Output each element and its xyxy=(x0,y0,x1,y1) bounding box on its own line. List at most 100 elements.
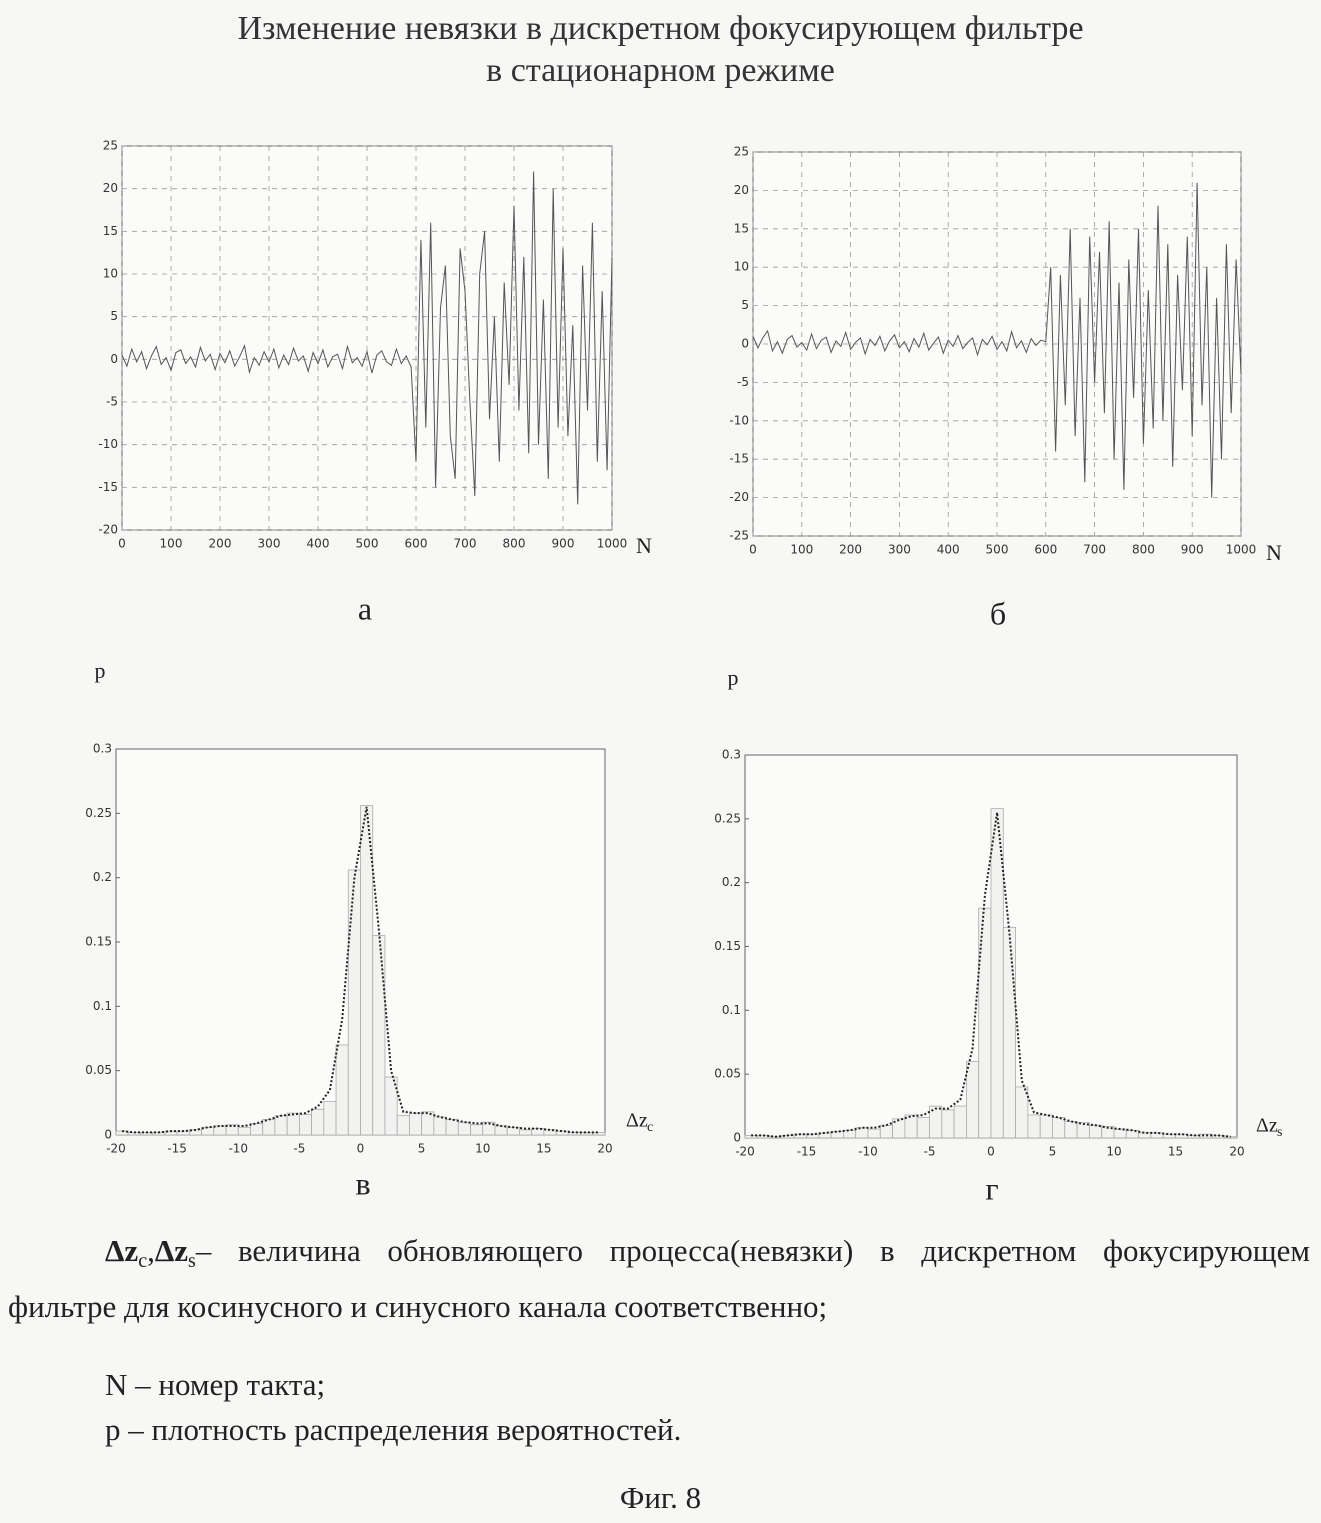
x-tick-label: 100 xyxy=(160,537,183,551)
x-axis-label-sub: s xyxy=(1277,1125,1282,1140)
histogram-bar xyxy=(361,806,373,1135)
subscript: s xyxy=(188,1250,196,1272)
definition-part: Δzs xyxy=(155,1233,196,1268)
x-axis-label: Δz xyxy=(1256,1115,1278,1137)
definition-part: Δzc xyxy=(105,1233,147,1268)
y-tick-label: -5 xyxy=(737,375,749,389)
y-tick-label: 0 xyxy=(104,1128,112,1142)
x-tick-label: 5 xyxy=(1049,1145,1057,1159)
chart: -20-15-10-505101520250100200300400500600… xyxy=(98,139,652,627)
x-tick-label: 15 xyxy=(1168,1145,1183,1159)
histogram-bar xyxy=(373,936,385,1135)
histogram-bar xyxy=(843,1130,855,1138)
histogram-bar xyxy=(930,1106,942,1138)
histogram-bar xyxy=(868,1129,880,1138)
y-tick-label: 25 xyxy=(103,139,118,153)
x-tick-label: 500 xyxy=(356,537,379,551)
y-tick-label: 0.1 xyxy=(722,1003,741,1017)
y-axis-label: p xyxy=(95,658,106,683)
y-tick-label: 20 xyxy=(734,183,749,197)
y-tick-label: 0 xyxy=(733,1131,741,1145)
histogram-bar xyxy=(544,1130,556,1135)
y-tick-label: 0.05 xyxy=(85,1063,112,1077)
histogram-bar xyxy=(1126,1130,1138,1138)
x-tick-label: 5 xyxy=(418,1142,426,1156)
x-tick-label: -15 xyxy=(167,1142,187,1156)
chart: -25-20-15-10-505101520250100200300400500… xyxy=(729,145,1282,632)
x-tick-label: 900 xyxy=(1181,543,1204,557)
histogram-bar xyxy=(581,1132,593,1135)
histogram-bar xyxy=(856,1128,868,1138)
y-tick-label: 0.2 xyxy=(93,870,112,884)
y-tick-label: 0 xyxy=(110,352,118,366)
x-tick-label: -10 xyxy=(858,1145,878,1159)
x-tick-label: 1000 xyxy=(1226,543,1257,557)
histogram-bar xyxy=(593,1132,605,1135)
histogram-bar xyxy=(434,1117,446,1135)
y-tick-label: 10 xyxy=(103,267,118,281)
x-tick-label: 300 xyxy=(258,537,281,551)
definition-part: , xyxy=(147,1233,155,1268)
x-axis-label: Δz xyxy=(626,1110,648,1132)
histogram-bar xyxy=(1065,1121,1077,1138)
histogram-bar xyxy=(226,1125,238,1135)
y-tick-label: 0.25 xyxy=(85,806,112,820)
y-tick-label: 15 xyxy=(734,221,749,235)
x-tick-label: 20 xyxy=(1229,1145,1244,1159)
x-tick-label: 10 xyxy=(1106,1145,1121,1159)
y-tick-label: 15 xyxy=(103,224,118,238)
x-tick-label: 800 xyxy=(1132,543,1155,557)
x-tick-label: -10 xyxy=(228,1142,248,1156)
y-axis-label: p xyxy=(728,665,739,690)
histogram-bar xyxy=(471,1125,483,1135)
y-tick-label: 5 xyxy=(741,298,749,312)
y-tick-label: 0.25 xyxy=(714,811,741,825)
histogram-bar xyxy=(385,1077,397,1135)
y-tick-label: -20 xyxy=(98,523,118,537)
y-tick-label: -10 xyxy=(98,437,118,451)
histogram-bar xyxy=(942,1110,954,1138)
y-tick-label: 10 xyxy=(734,260,749,274)
y-tick-label: 0.1 xyxy=(93,999,112,1013)
y-tick-label: 0.3 xyxy=(722,748,741,762)
x-tick-label: -15 xyxy=(797,1145,817,1159)
panel-label: г xyxy=(985,1170,998,1206)
histogram-bar xyxy=(287,1113,299,1135)
x-tick-label: -5 xyxy=(293,1142,305,1156)
histogram-bar xyxy=(324,1102,336,1135)
histogram-bar xyxy=(312,1109,324,1135)
x-tick-label: -20 xyxy=(735,1145,755,1159)
x-tick-label: 900 xyxy=(552,537,575,551)
histogram-bar xyxy=(458,1122,470,1135)
histogram-bar xyxy=(568,1132,580,1135)
y-tick-label: -15 xyxy=(98,480,118,494)
y-tick-label: 5 xyxy=(110,309,118,323)
histogram-bar xyxy=(1028,1115,1040,1138)
histogram-bar xyxy=(397,1116,409,1135)
x-tick-label: 1000 xyxy=(597,537,628,551)
x-tick-label: -20 xyxy=(106,1142,126,1156)
histogram-bar xyxy=(409,1113,421,1135)
panel-label: б xyxy=(990,595,1006,631)
y-tick-label: -25 xyxy=(729,529,749,543)
subscript: c xyxy=(138,1250,147,1272)
histogram-bar xyxy=(831,1132,843,1138)
x-tick-label: 0 xyxy=(118,537,126,551)
x-tick-label: 400 xyxy=(937,543,960,557)
x-tick-label: 500 xyxy=(986,543,1009,557)
y-tick-label: -15 xyxy=(729,452,749,466)
y-tick-label: 0.15 xyxy=(714,939,741,953)
histogram-bar xyxy=(917,1118,929,1138)
histogram-bar xyxy=(1151,1133,1163,1138)
x-tick-label: 0 xyxy=(749,543,757,557)
histogram-bar xyxy=(275,1116,287,1135)
panel-label: в xyxy=(355,1165,370,1201)
y-tick-label: 0.3 xyxy=(93,742,112,756)
y-tick-label: 0 xyxy=(741,337,749,351)
histogram-bar xyxy=(1163,1134,1175,1138)
x-axis-label-sub: c xyxy=(647,1120,653,1135)
histogram-bar xyxy=(422,1112,434,1135)
y-tick-label: -5 xyxy=(106,395,118,409)
x-tick-label: 200 xyxy=(209,537,232,551)
histogram-bar xyxy=(446,1120,458,1135)
